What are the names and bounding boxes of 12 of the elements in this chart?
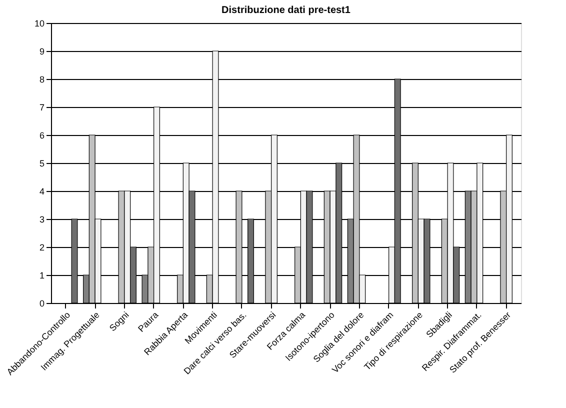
y-tick-label: 4 [39,186,44,196]
y-tick-label: 2 [39,242,44,252]
y-tick-label: 6 [39,130,44,140]
y-tick-label: 9 [39,46,44,56]
y-tick-label: 1 [39,270,44,280]
chart-title: Distribuzione dati pre-test1 [222,5,351,16]
y-tick-label: 10 [34,18,44,28]
y-tick-label: 5 [39,158,44,168]
y-tick-label: 0 [39,298,44,308]
y-tick-label: 7 [39,102,44,112]
y-tick-label: 3 [39,214,44,224]
y-tick-label: 8 [39,74,44,84]
